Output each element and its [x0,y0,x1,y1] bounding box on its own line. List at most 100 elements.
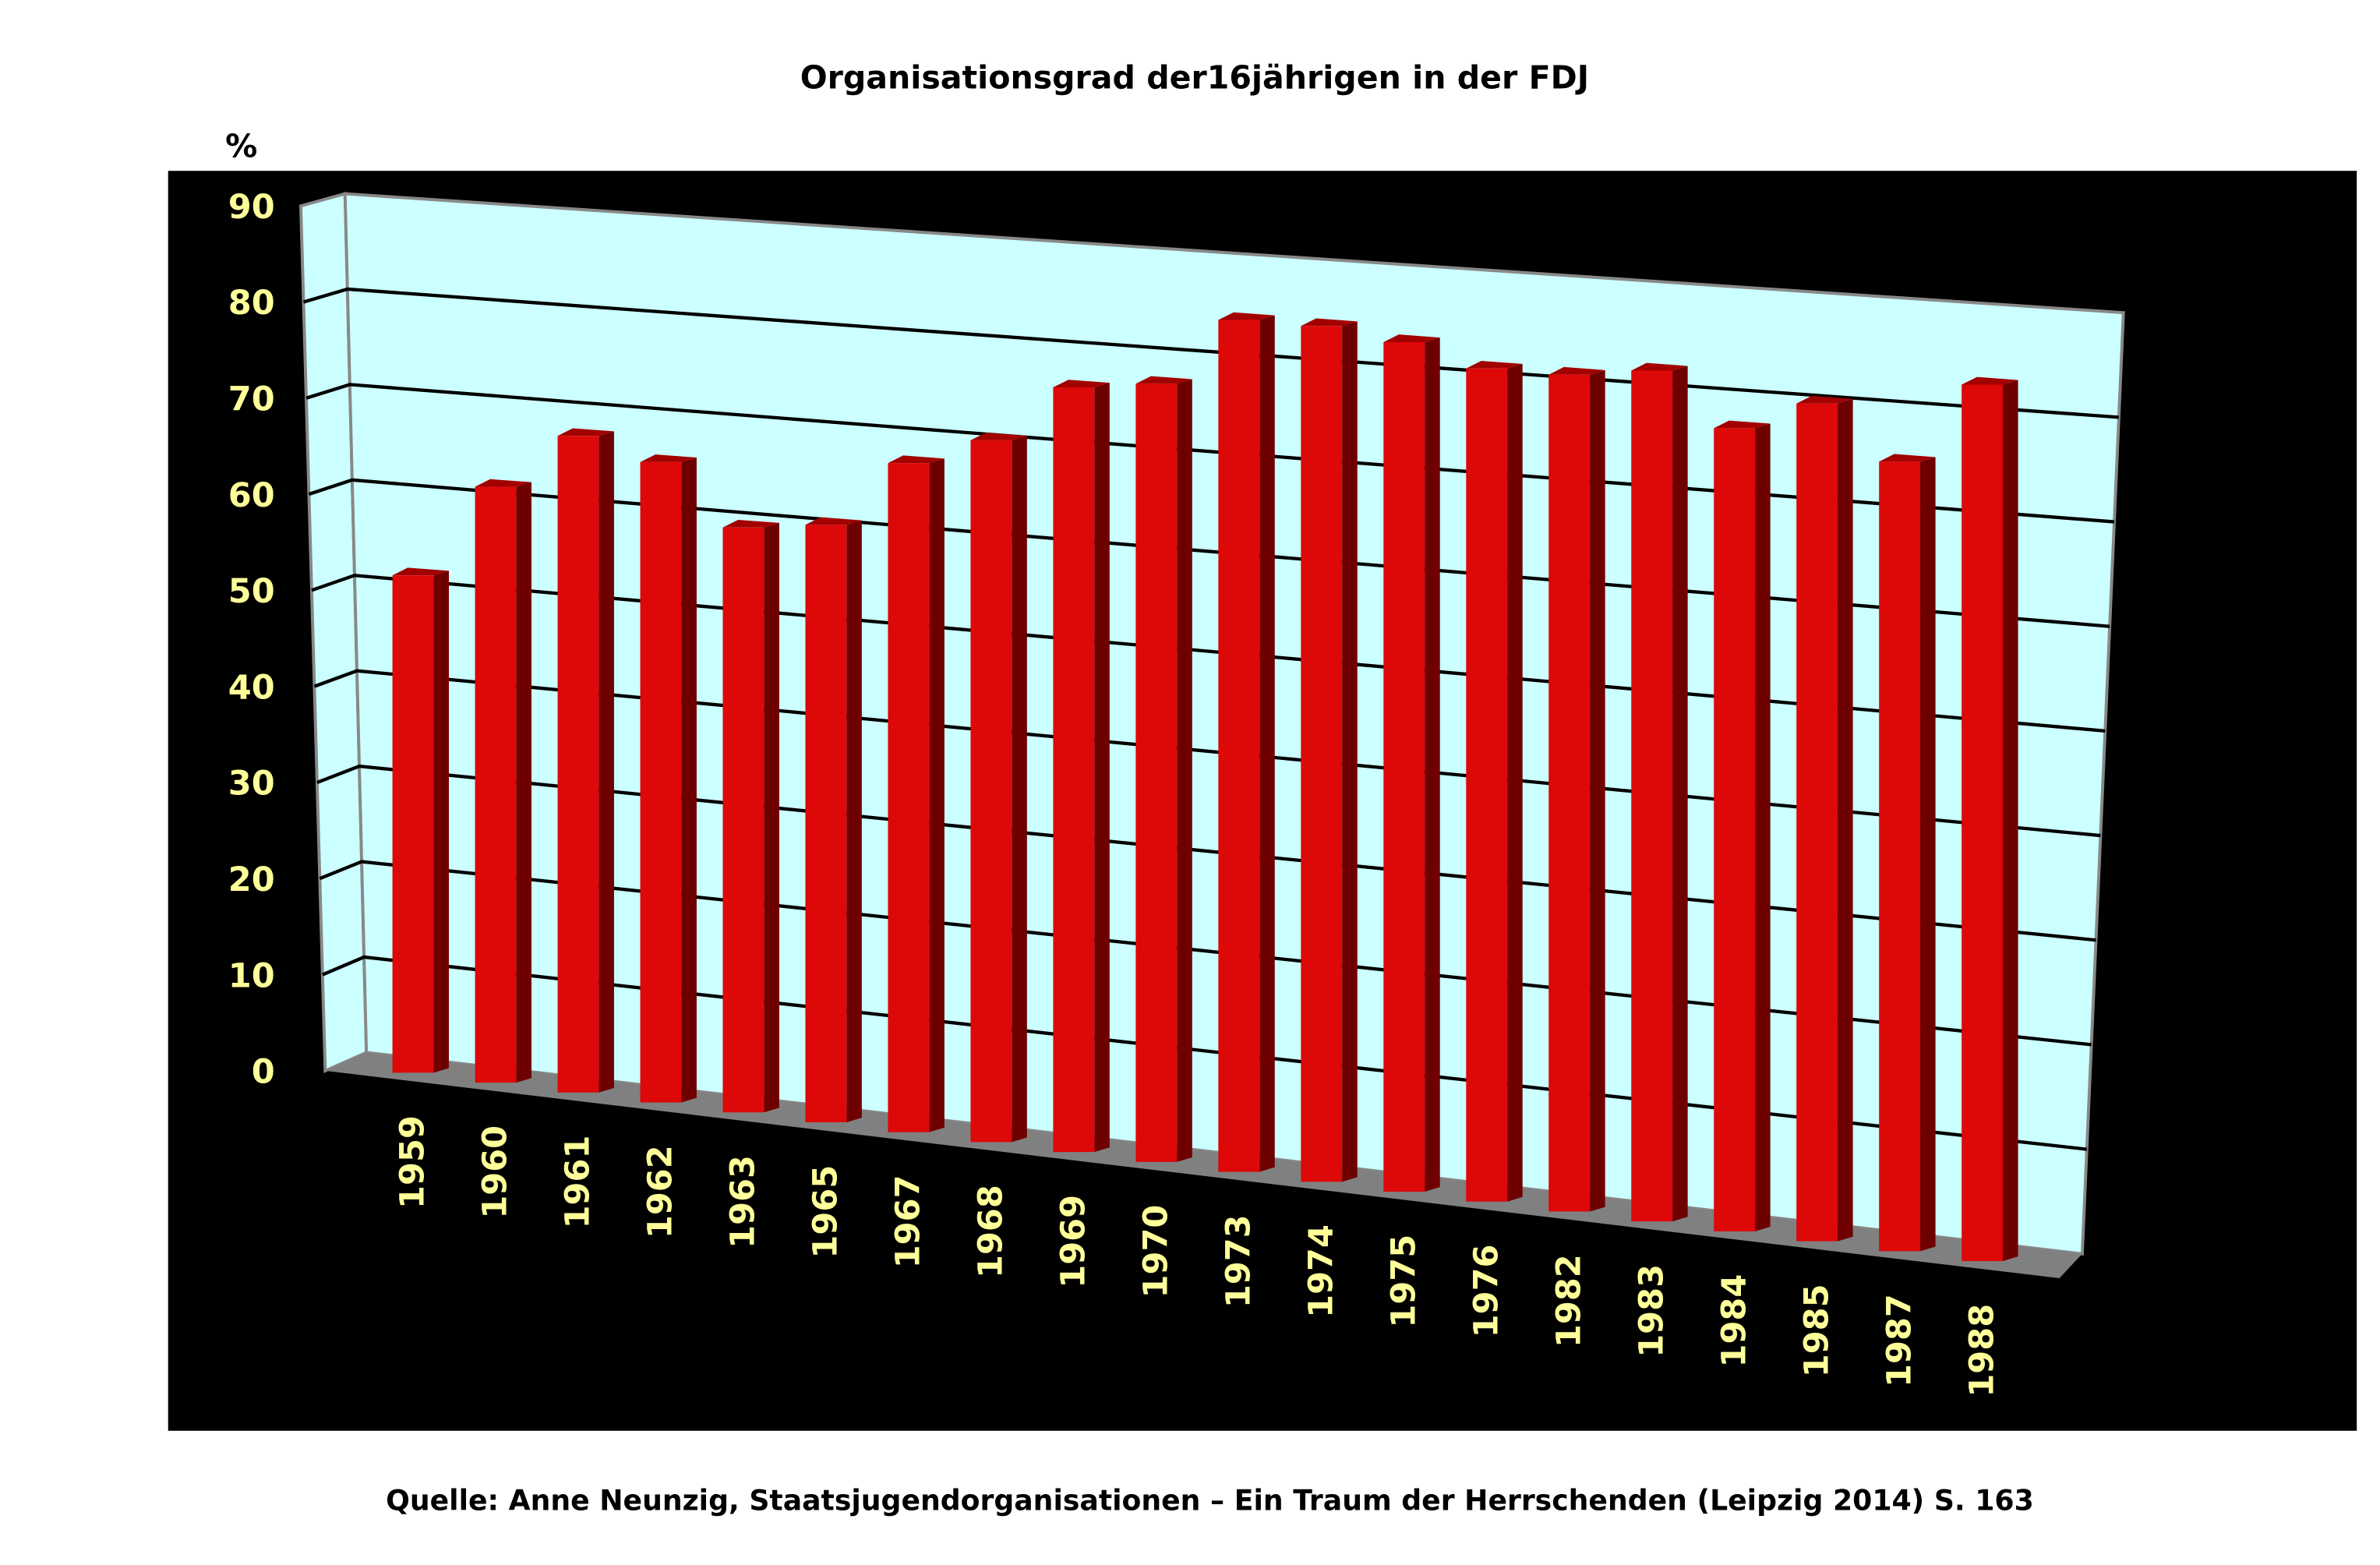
bar-1965 [805,517,862,1122]
x-tick-label: 1963 [724,1155,763,1249]
x-tick-label: 1967 [889,1175,928,1268]
bar-side [1094,383,1110,1153]
x-tick-labels: 1959 1960 1961 1962 1963 1965 1967 1968 1969 1970… [394,1115,2002,1397]
bar-top [1962,376,2018,385]
bar-1976 [1466,361,1523,1202]
bar-front [1053,387,1095,1153]
bar-top [805,517,862,525]
bar-top [1218,312,1275,320]
x-tick-label: 1988 [1962,1304,2001,1397]
bar-side [1012,436,1027,1143]
bar-front [1879,461,1921,1252]
bar-front [1466,368,1508,1202]
bar-1967 [888,455,945,1132]
bar-1988 [1962,376,2018,1262]
bar-front [1218,320,1260,1172]
bar-side [1838,398,1853,1242]
bar-1987 [1879,454,1936,1252]
bar-front [970,440,1012,1143]
bar-1970 [1135,376,1192,1162]
bars [392,312,2018,1262]
bar-1961 [557,428,614,1093]
bar-side [929,458,945,1132]
bar-side [1425,337,1440,1192]
source-note: Quelle: Anne Neunzig, Staatsjugendorgani… [386,1484,2034,1517]
bar-1968 [970,433,1027,1143]
bar-side [2002,380,2018,1262]
y-tick-label: 0 [252,1053,275,1092]
bar-front [722,527,764,1113]
bar-side [1177,379,1192,1162]
bar-top [392,567,449,576]
y-tick-label: 70 [228,380,275,419]
x-tick-label: 1962 [641,1145,680,1238]
y-tick-label: 60 [228,476,275,515]
bar-side [1342,321,1358,1182]
x-tick-label: 1969 [1054,1195,1093,1288]
x-tick-label: 1974 [1301,1224,1340,1318]
x-tick-label: 1984 [1714,1274,1753,1368]
bar-side [1259,315,1275,1172]
x-tick-label: 1961 [559,1136,598,1229]
bar-side [681,457,697,1103]
bar-1962 [640,454,697,1103]
gridline [302,287,2120,419]
bar-front [392,575,434,1073]
bar-front [1714,428,1756,1231]
bar-front [888,463,930,1132]
bar-front [475,486,517,1083]
bar-top [1301,318,1358,327]
bar-front [1548,374,1591,1212]
bar-top [557,428,614,436]
bar-top [475,479,531,487]
bar-1963 [722,520,779,1113]
bar-1975 [1383,334,1440,1192]
bar-side [516,482,531,1083]
bar-top [1714,420,1771,429]
y-axis-label: % [225,128,257,165]
bar-front [805,525,847,1122]
x-tick-label: 1960 [476,1125,515,1219]
bar-front [557,436,599,1093]
bar-front [1301,326,1343,1182]
gridline [305,383,2115,524]
bar-front [1135,383,1178,1162]
bar-1982 [1548,366,1605,1212]
bar-side [1672,366,1688,1222]
bar-top [1135,376,1192,384]
y-tick-label: 50 [228,572,275,611]
bar-top [888,455,945,464]
y-tick-label: 40 [228,668,275,707]
x-tick-label: 1987 [1880,1294,1919,1387]
bar-side [764,522,779,1113]
bar-1984 [1714,420,1771,1231]
x-tick-label: 1983 [1632,1264,1671,1358]
bar-1974 [1301,318,1358,1182]
bar-top [1466,361,1523,369]
bar-side [1507,363,1523,1202]
bar-side [433,571,449,1073]
gridline [308,478,2110,628]
bar-1969 [1053,380,1110,1153]
x-tick-label: 1968 [972,1185,1011,1278]
x-tick-label: 1975 [1384,1235,1423,1328]
y-tick-label: 90 [228,188,275,227]
bar-top [1548,366,1605,375]
bar-1983 [1631,362,1688,1222]
x-tick-label: 1970 [1136,1205,1175,1298]
bar-top [722,520,779,528]
y-tick-label: 20 [228,860,275,899]
x-tick-label: 1965 [807,1165,846,1259]
x-tick-label: 1959 [394,1115,433,1209]
bar-side [599,431,614,1093]
bar-side [1920,457,1936,1252]
bar-1960 [475,479,531,1083]
y-tick-label: 80 [228,284,275,323]
y-tick-labels: 0 10 20 30 40 50 60 70 80 90 [228,188,275,1092]
x-tick-label: 1973 [1219,1214,1258,1308]
bar-top [1796,395,1853,404]
bar-side [1590,369,1605,1212]
bar-top [1383,334,1440,342]
bar-front [1962,384,2003,1262]
